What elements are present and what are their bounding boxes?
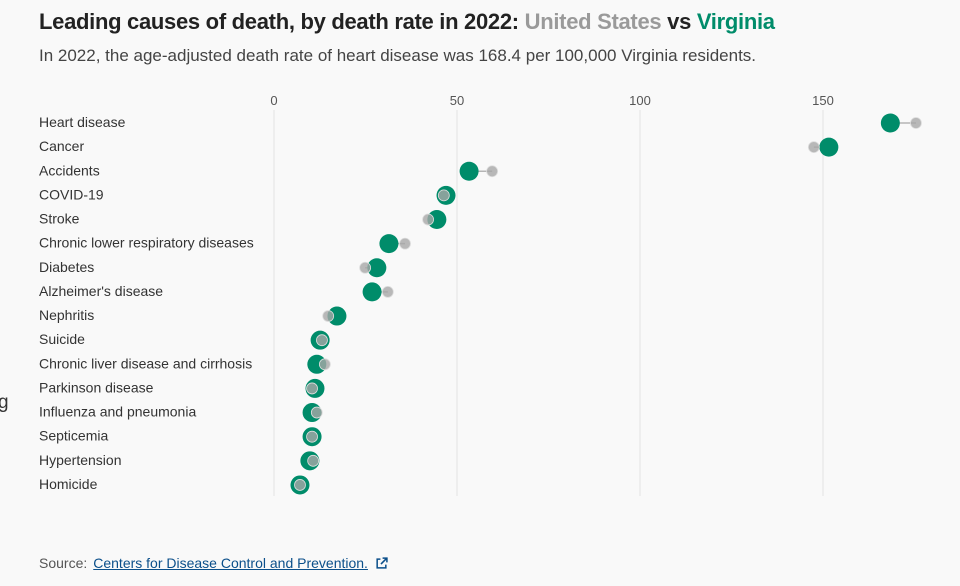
category-label: Homicide [39, 476, 98, 492]
category-label: Hypertension [39, 452, 122, 468]
category-label: Diabetes [39, 259, 94, 275]
virginia-dot [880, 113, 900, 133]
x-tick-label: 50 [450, 93, 464, 108]
us-dot [422, 213, 434, 226]
category-label: Suicide [39, 331, 85, 347]
category-label: Heart disease [39, 114, 126, 130]
us-dot [910, 117, 922, 129]
virginia-dot [367, 258, 387, 278]
us-dot [807, 141, 820, 154]
chart-subtitle: In 2022, the age-adjusted death rate of … [39, 46, 757, 65]
source-label: Source: [39, 555, 88, 571]
category-label: Parkinson disease [39, 379, 154, 395]
us-dot [310, 406, 323, 419]
virginia-dot [379, 234, 399, 254]
source-link-text: Centers for Disease Control and Preventi… [93, 555, 368, 571]
us-dot [359, 261, 372, 274]
virginia-dot [327, 306, 347, 326]
us-dot [381, 286, 394, 298]
us-dot [486, 165, 499, 178]
category-label: Influenza and pneumonia [39, 404, 196, 420]
source-link[interactable]: Centers for Disease Control and Preventi… [93, 555, 368, 571]
category-label: Alzheimer's disease [39, 283, 163, 299]
us-dot [399, 237, 411, 250]
virginia-dot [427, 210, 447, 230]
us-dot [306, 430, 318, 443]
chart-title: Leading causes of death, by death rate i… [39, 9, 775, 35]
title-us: United States [524, 9, 662, 34]
category-label: Septicemia [39, 428, 108, 444]
us-dot [294, 479, 306, 491]
category-label: Accidents [39, 162, 100, 178]
us-dot [437, 189, 450, 202]
category-label: Nephritis [39, 307, 94, 323]
us-dot [318, 358, 331, 371]
cut-off-text: g [0, 392, 9, 413]
virginia-dot [819, 137, 839, 157]
us-dot [306, 382, 318, 395]
x-tick-label: 100 [629, 93, 651, 108]
x-tick-label: 0 [270, 93, 277, 108]
category-label: Chronic lower respiratory diseases [39, 235, 254, 251]
category-label: Stroke [39, 211, 80, 227]
title-main: Leading causes of death, by death rate i… [39, 9, 519, 34]
virginia-dot [459, 161, 479, 181]
dot-chart: 0 50 100 150 Heart disease Cancer Accidents COV… [39, 93, 922, 496]
title-vs: vs [667, 9, 692, 34]
title-virginia: Virginia [696, 9, 775, 34]
us-dot [322, 310, 335, 322]
category-label: COVID-19 [39, 186, 104, 202]
category-label: Chronic liver disease and cirrhosis [39, 355, 252, 371]
category-label: Cancer [39, 138, 84, 154]
virginia-dot [362, 282, 382, 302]
us-dot [316, 334, 328, 347]
source-note: Source: Centers for Disease Control and P… [39, 555, 388, 571]
x-tick-label: 150 [812, 93, 834, 108]
us-dot [307, 454, 320, 467]
external-link-icon [376, 557, 388, 569]
